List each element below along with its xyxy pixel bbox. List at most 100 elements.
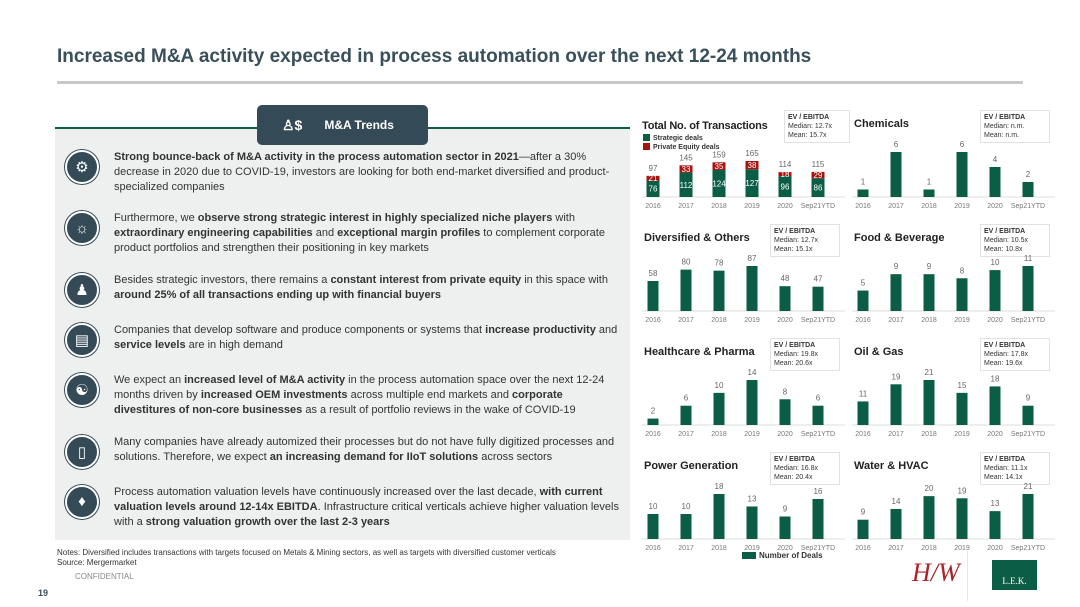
ev-mean: Mean: n.m. xyxy=(984,132,1020,139)
ev-ebitda-box: EV / EBITDA Median: n.m. Mean: n.m. xyxy=(980,110,1050,143)
x-tick-label: 2018 xyxy=(921,431,937,438)
data-label: 9 xyxy=(894,262,899,271)
x-tick-label: 2017 xyxy=(678,431,694,438)
chart-power-generation: Power Generation EV / EBITDA Median: 16.8… xyxy=(640,450,850,563)
data-label: 1 xyxy=(927,178,932,187)
ev-median: Median: n.m. xyxy=(984,123,1025,130)
bar xyxy=(989,167,1001,197)
bar xyxy=(890,384,902,425)
legend-pe: Private Equity deals xyxy=(653,144,720,151)
x-tick-label: 2020 xyxy=(777,431,793,438)
notes-text: Notes: Diversified includes transactions… xyxy=(57,548,556,557)
chart-plot: 2016 1 2017 6 2018 1 2019 6 2020 4 Sep21YTD 2 xyxy=(852,140,1055,210)
x-tick-label: 2017 xyxy=(678,545,694,552)
org-chart-icon: ⚙ xyxy=(65,150,99,184)
bar xyxy=(923,189,935,197)
trend-item: ☯ We expect an increased level of M&A act… xyxy=(65,373,625,418)
ev-mean: Mean: 15.1x xyxy=(774,246,813,253)
tablet-icon: ▯ xyxy=(65,434,99,469)
data-label: 10 xyxy=(682,502,691,511)
ev-median: Median: 12.7x xyxy=(774,237,818,244)
trend-list: ⚙ Strong bounce-back of M&A activity in t… xyxy=(65,150,625,530)
bar-strategic xyxy=(646,180,660,197)
trend-highlight: service levels xyxy=(114,338,186,351)
bar xyxy=(680,269,692,311)
chart-title: Chemicals xyxy=(854,118,910,130)
x-tick-label: 2018 xyxy=(921,203,937,210)
ev-label: EV / EBITDA xyxy=(774,228,816,235)
data-label: 18 xyxy=(991,374,1000,383)
bar-private-equity xyxy=(712,162,726,170)
ev-mean: Mean: 14.1x xyxy=(984,474,1023,481)
x-tick-label: 2016 xyxy=(855,545,871,552)
bar-private-equity xyxy=(778,172,792,177)
title-divider xyxy=(57,81,1023,84)
data-label: 33 xyxy=(682,165,691,174)
x-tick-label: 2017 xyxy=(888,203,904,210)
chart-title: Power Generation xyxy=(644,460,739,472)
x-tick-label: 2020 xyxy=(987,203,1003,210)
source-text: Source: Mergermarket xyxy=(57,558,137,567)
handshake-icon: ☯ xyxy=(65,373,99,408)
data-label: 8 xyxy=(783,387,788,396)
bottom-legend-label: Number of Deals xyxy=(759,551,823,560)
bottom-legend: Number of Deals xyxy=(742,551,823,560)
chart-title: Food & Beverage xyxy=(854,232,945,244)
bar xyxy=(989,511,1001,539)
ev-mean: Mean: 10.8x xyxy=(984,246,1023,253)
trend-item: ☼ Furthermore, we observe strong strategi… xyxy=(65,211,625,256)
bar-strategic xyxy=(745,169,759,197)
ev-mean: Mean: 19.6x xyxy=(984,360,1023,367)
bar-private-equity xyxy=(646,175,660,181)
ev-label: EV / EBITDA xyxy=(788,114,830,121)
legend-swatch-strategic xyxy=(643,134,650,141)
bar xyxy=(857,401,869,425)
trend-highlight: increased level of M&A activity xyxy=(184,374,346,387)
lightbulb-icon: ☼ xyxy=(65,211,99,246)
ev-ebitda-box: EV / EBITDA Median: 19.8x Mean: 20.6x xyxy=(770,338,840,371)
legend-strategic: Strategic deals xyxy=(653,135,703,142)
bar xyxy=(746,266,758,311)
bar xyxy=(647,514,659,539)
chart-plot: 2016 58 2017 80 2018 78 2019 87 2020 48 Sep21YTD 47 xyxy=(642,254,845,324)
ev-ebitda-box: EV / EBITDA Median: 17.8x Mean: 19.6x xyxy=(980,338,1050,371)
ev-median: Median: 16.8x xyxy=(774,465,818,472)
ev-median: Median: 10.5x xyxy=(984,237,1028,244)
bar xyxy=(890,274,902,311)
trend-highlight: corporate divestitures of non-core busin… xyxy=(114,389,563,417)
data-label: 9 xyxy=(1026,394,1031,403)
data-label: 1 xyxy=(861,178,866,187)
chart-total-no-of-transactions: Total No. of Transactions EV / EBITDA Med… xyxy=(640,108,850,221)
bar xyxy=(779,516,791,539)
trend-highlight: strong valuation growth over the last 2-… xyxy=(145,515,390,528)
page-title: Increased M&A activity expected in proce… xyxy=(57,46,812,67)
ev-median: Median: 19.8x xyxy=(774,351,818,358)
logo-divider xyxy=(967,551,968,601)
data-label: 86 xyxy=(814,184,823,193)
data-label: 96 xyxy=(781,183,790,192)
ev-mean: Mean: 20.6x xyxy=(774,360,813,367)
x-tick-label: 2016 xyxy=(645,203,661,210)
x-tick-label: 2017 xyxy=(888,431,904,438)
data-label: 18 xyxy=(781,170,790,179)
data-label: 8 xyxy=(960,266,965,275)
trend-highlight: extraordinary engineering capabilities xyxy=(114,227,313,240)
ev-ebitda-box: EV / EBITDA Median: 11.1x Mean: 14.1x xyxy=(980,452,1050,485)
hw-logo: H/W xyxy=(912,558,960,587)
bar xyxy=(746,380,758,425)
data-label: 20 xyxy=(925,484,934,493)
trend-highlight: constant interest from private equity xyxy=(330,273,522,286)
trend-text-part: Companies that develop software and prod… xyxy=(114,323,486,336)
x-tick-label: Sep21YTD xyxy=(1011,431,1045,438)
chart-title: Diversified & Others xyxy=(644,232,750,244)
data-label: 6 xyxy=(684,394,689,403)
trend-highlight: increase productivity xyxy=(485,323,596,336)
ev-median: Median: 11.1x xyxy=(984,465,1028,472)
bar xyxy=(713,392,725,425)
x-tick-label: Sep21YTD xyxy=(1011,545,1045,552)
x-tick-label: 2019 xyxy=(954,431,970,438)
total-label: 145 xyxy=(679,153,693,162)
trend-text: Strong bounce-back of M&A activity in th… xyxy=(114,150,625,195)
data-label: 9 xyxy=(927,262,932,271)
